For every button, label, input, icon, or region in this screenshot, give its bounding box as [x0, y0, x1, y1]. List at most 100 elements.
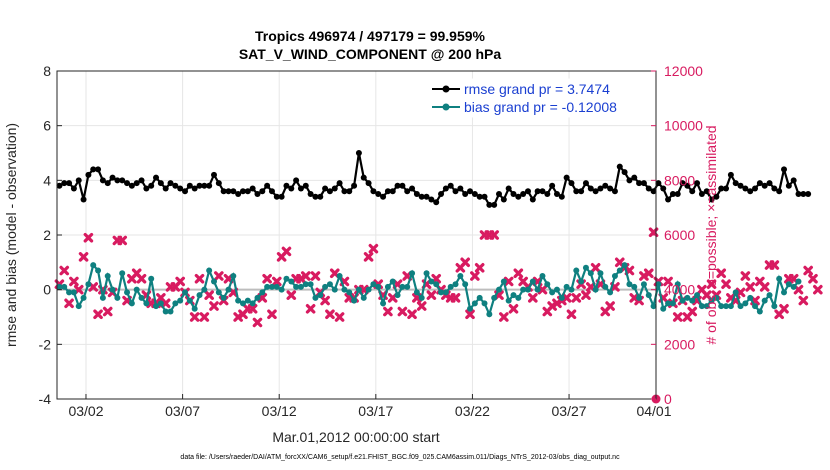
bias-point: [679, 297, 686, 304]
bias-point: [70, 289, 77, 296]
bias-point: [631, 283, 638, 290]
left-tick-label: -4: [39, 391, 52, 407]
bias-point: [196, 292, 203, 299]
bias-point: [766, 292, 773, 299]
obs-marker: [808, 273, 818, 284]
x-tick-label: 03/17: [358, 403, 393, 419]
bias-point: [225, 286, 232, 293]
bias-point: [737, 303, 744, 310]
rmse-point: [573, 188, 580, 195]
rmse-point: [549, 182, 556, 189]
bias-point: [375, 283, 382, 290]
right-tick-label: 10000: [664, 118, 703, 134]
obs-marker: [740, 271, 751, 281]
rmse-point: [539, 188, 546, 195]
rmse-point: [776, 188, 783, 195]
rmse-point: [351, 182, 358, 189]
bias-point: [201, 286, 208, 293]
rmse-point: [99, 177, 106, 184]
right-axis-ticks: 0 2000 4000 6000 8000 10000 12000: [651, 63, 703, 407]
rmse-point: [737, 182, 744, 189]
obs-marker: [590, 263, 601, 273]
bias-point: [703, 303, 710, 310]
bias-point: [689, 297, 696, 304]
rmse-point: [679, 180, 686, 187]
bias-point: [394, 292, 401, 299]
rmse-point: [621, 169, 628, 176]
bias-point: [723, 303, 730, 310]
x-tick-label: 04/01: [636, 403, 671, 419]
rmse-point: [805, 191, 812, 197]
bias-point: [249, 300, 256, 307]
right-tick-label: 8000: [664, 172, 695, 188]
obs-marker: [672, 312, 683, 322]
bias-point: [742, 300, 749, 307]
bias-point: [747, 294, 754, 301]
obs-marker: [363, 252, 374, 262]
obs-marker: [701, 290, 712, 300]
rmse-point: [785, 182, 792, 189]
bias-point: [220, 294, 227, 301]
bias-point: [640, 281, 647, 288]
rmse-point: [283, 182, 290, 189]
obs-marker: [64, 298, 74, 309]
rmse-point: [660, 185, 667, 192]
rmse-point: [438, 191, 445, 197]
rmse-point: [766, 180, 773, 187]
bias-point: [771, 303, 778, 310]
obs-marker: [528, 293, 538, 303]
rmse-point: [650, 188, 657, 195]
obs-marker: [503, 276, 514, 287]
rmse-point: [592, 188, 599, 195]
rmse-point: [162, 185, 169, 192]
bias-point: [660, 305, 667, 312]
bias-point: [607, 289, 614, 296]
bias-point: [558, 294, 565, 301]
obs-marker: [465, 309, 475, 320]
bias-point: [312, 294, 319, 301]
rmse-point: [346, 188, 353, 195]
legend-rmse-label: rmse grand pr = 3.7474: [464, 81, 610, 97]
bias-point: [404, 283, 411, 290]
bias-point: [582, 264, 589, 271]
rmse-point: [365, 180, 372, 187]
rmse-point: [114, 177, 121, 184]
obs-marker: [102, 306, 113, 317]
bias-point: [500, 278, 507, 285]
bias-point: [781, 289, 788, 296]
rmse-point: [640, 180, 647, 187]
rmse-point: [413, 191, 420, 197]
bias-point: [433, 281, 440, 288]
bias-point: [423, 270, 430, 277]
rmse-point: [742, 185, 749, 192]
obs-marker: [305, 304, 316, 314]
rmse-point: [409, 185, 416, 192]
rmse-point: [428, 196, 435, 203]
bias-point: [351, 297, 358, 304]
rmse-point: [515, 193, 522, 200]
obs-marker: [397, 306, 408, 317]
rmse-point: [481, 193, 488, 200]
bias-point: [578, 278, 585, 285]
bias-point: [182, 289, 189, 296]
bias-point: [210, 278, 217, 285]
chart-title-line2: SAT_V_WIND_COMPONENT @ 200 hPa: [239, 46, 502, 62]
rmse-point: [322, 185, 329, 192]
obs-marker: [470, 271, 480, 281]
rmse-point: [210, 171, 217, 178]
obs-marker: [450, 293, 461, 303]
bias-point: [505, 297, 512, 304]
rmse-point: [752, 185, 759, 192]
rmse-point: [553, 191, 560, 197]
obs-marker: [83, 232, 94, 243]
rmse-point: [607, 185, 614, 192]
rmse-point: [128, 182, 135, 189]
bias-point: [99, 294, 106, 301]
rmse-point: [669, 191, 676, 197]
bias-point: [66, 289, 73, 296]
bias-point: [510, 292, 517, 299]
obs-marker: [813, 284, 823, 295]
bias-point: [529, 278, 536, 285]
bias-point: [626, 281, 633, 288]
